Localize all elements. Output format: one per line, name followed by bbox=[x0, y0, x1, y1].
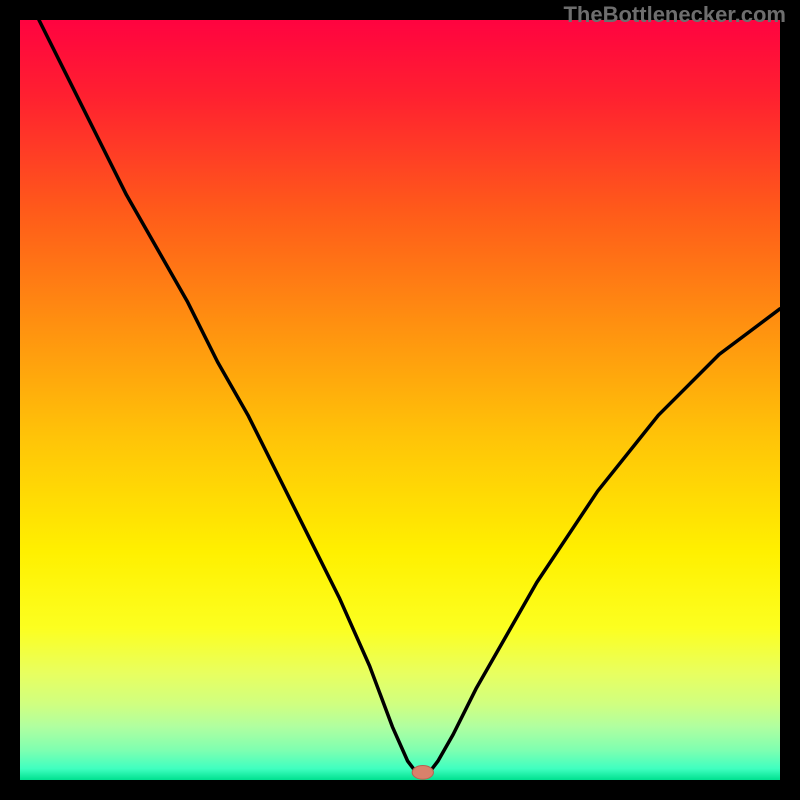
chart-container: TheBottlenecker.com bbox=[0, 0, 800, 800]
minimum-marker bbox=[412, 766, 433, 780]
watermark-text: TheBottlenecker.com bbox=[563, 2, 786, 28]
chart-svg bbox=[0, 0, 800, 800]
plot-background bbox=[20, 20, 780, 780]
